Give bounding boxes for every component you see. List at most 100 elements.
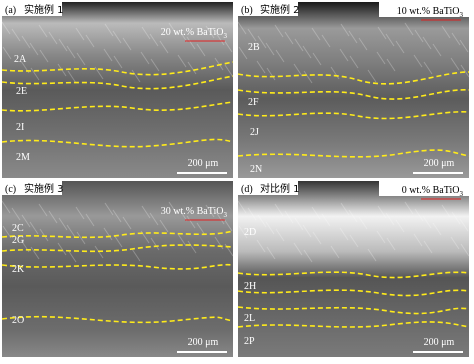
panel-label: (c) [5, 184, 16, 195]
texture [122, 37, 132, 51]
panel: (b) 实施例 2 10 wt.% BaTiO3 2B 2F 2J 2N 200 μm [237, 2, 470, 178]
texture [85, 34, 95, 48]
texture [303, 70, 313, 84]
boundary-line [1, 244, 234, 253]
texture [441, 25, 451, 39]
texture [48, 210, 58, 224]
texture [196, 43, 206, 57]
texture [141, 26, 151, 40]
texture [238, 225, 248, 239]
texture [385, 33, 395, 47]
texture [67, 249, 77, 263]
scale-label: 200 μm [424, 337, 455, 348]
texture [348, 209, 358, 223]
texture [66, 45, 76, 59]
texture [385, 212, 395, 226]
texture [11, 28, 21, 42]
boundary-line [237, 71, 470, 85]
texture [265, 42, 275, 56]
texture [30, 67, 40, 81]
composition: 10 wt.% BaTiO3 [397, 6, 464, 19]
boundary-line [1, 230, 234, 239]
texture [312, 52, 322, 66]
region-label: 2L [244, 313, 255, 324]
texture [113, 234, 123, 248]
texture [149, 33, 159, 47]
texture [321, 34, 331, 48]
texture [414, 29, 424, 43]
region-label: 2C [12, 223, 24, 234]
texture [11, 207, 21, 221]
texture [312, 231, 322, 245]
region-label: 2B [248, 42, 260, 53]
boundary-line [237, 289, 470, 297]
texture [112, 209, 122, 223]
texture [58, 38, 68, 52]
texture [386, 58, 396, 72]
texture [422, 36, 432, 50]
texture [2, 46, 12, 60]
composition-subscript: 3 [224, 211, 228, 219]
texture [311, 206, 321, 220]
region-label: 2O [12, 315, 24, 326]
composition-text: 30 wt.% BaTiO [161, 206, 224, 217]
texture [2, 225, 12, 239]
panel-title: 实施例 3 [24, 182, 64, 195]
texture [168, 22, 178, 36]
texture [256, 60, 266, 74]
region-label: 2D [244, 227, 256, 238]
texture [150, 237, 160, 251]
panel-title: 实施例 1 [24, 3, 64, 16]
texture [21, 214, 31, 228]
header-box [238, 181, 298, 195]
panel-label: (d) [241, 184, 253, 195]
header-box [2, 181, 62, 195]
texture [266, 67, 276, 81]
region-label: 2G [12, 235, 24, 246]
texture [432, 222, 442, 236]
composition: 30 wt.% BaTiO3 [161, 206, 228, 219]
texture [21, 35, 31, 49]
composition-text: 10 wt.% BaTiO [397, 6, 460, 17]
texture [395, 219, 405, 233]
texture [302, 224, 312, 238]
texture [75, 27, 85, 41]
texture [451, 32, 461, 46]
texture [29, 42, 39, 56]
texture [224, 64, 234, 78]
texture [321, 213, 331, 227]
texture [177, 233, 187, 247]
composition-text: 20 wt.% BaTiO [161, 27, 224, 38]
texture [376, 51, 386, 65]
texture [330, 66, 340, 80]
boundary-line [1, 75, 234, 90]
region-label: 2M [16, 152, 30, 163]
region-label: 2K [12, 264, 25, 275]
region-label: 2P [244, 336, 255, 347]
texture [177, 54, 187, 68]
texture [257, 35, 267, 49]
region-label: 2E [16, 86, 27, 97]
texture [404, 201, 414, 215]
texture [284, 210, 294, 224]
composition: 0 wt.% BaTiO3 [402, 185, 464, 198]
texture [131, 248, 141, 262]
texture [1, 200, 11, 214]
texture [367, 69, 377, 83]
texture [339, 48, 349, 62]
texture [339, 227, 349, 241]
texture [214, 57, 224, 71]
texture [57, 242, 67, 256]
texture [186, 36, 196, 50]
texture [168, 201, 178, 215]
texture [302, 45, 312, 59]
region-label: 2H [244, 281, 256, 292]
texture [186, 215, 196, 229]
texture [187, 240, 197, 254]
texture [358, 216, 368, 230]
texture [85, 213, 95, 227]
texture [376, 230, 386, 244]
texture [76, 52, 86, 66]
texture [395, 40, 405, 54]
